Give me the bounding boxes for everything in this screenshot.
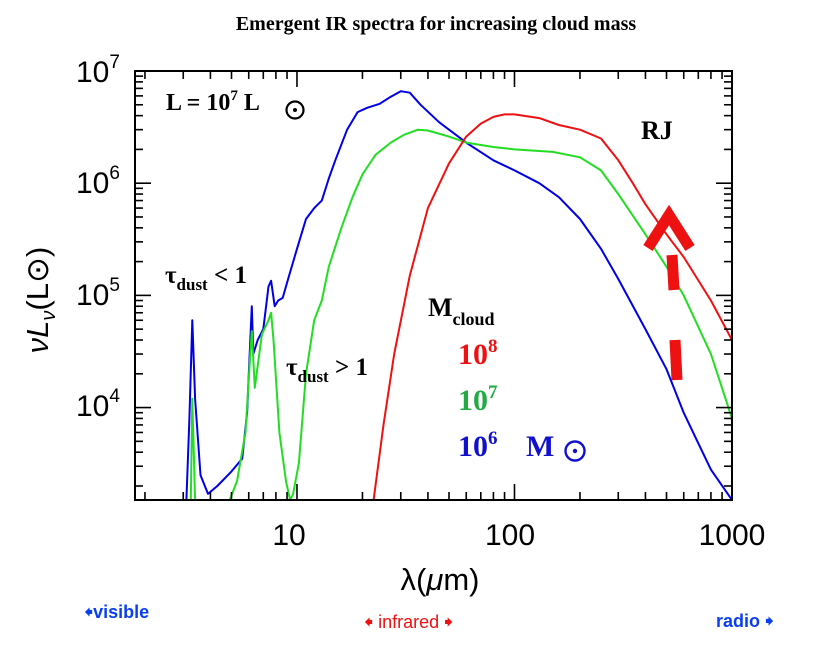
tau-thick-annotation: τdust > 1 [286,354,368,386]
series-group [185,90,732,500]
msun-sun-symbol [564,440,586,462]
svg-text:νLν(L⊙): νLν(L⊙) [20,247,60,354]
x-tick-label-10: 10 [272,519,305,552]
series-line-1e8-msun [372,113,732,500]
rj-arrow-dash-1 [666,254,680,291]
mass-label-1e6: 106 [458,428,498,463]
svg-text:🠸 infrared 🠺: 🠸 infrared 🠺 [364,612,453,632]
mass-label-1e8: 108 [458,336,498,371]
plot-frame [134,70,733,501]
chart-title: Emergent IR spectra for increasing cloud… [236,13,637,35]
band-visible-label: visible [93,602,149,622]
msun-label: M [526,430,554,463]
band-infrared: 🠸 infrared 🠺 [364,612,453,632]
rj-arrow [643,204,695,381]
mass-label-1e7: 107 [458,382,498,417]
band-infrared-label: infrared [378,612,439,632]
rj-arrow-dash-2 [669,339,683,381]
y-tick-labels: 107 106 105 104 [76,52,120,423]
luminosity-sun-symbol [285,100,305,120]
rj-arrow-head [643,204,695,251]
x-tick-labels: 10 100 1000 [272,519,765,552]
x-tick-label-100: 100 [485,519,535,552]
band-radio: radio 🠺 [716,611,774,631]
luminosity-annotation: L = 107 L [166,88,260,116]
tau-thin-annotation: τdust < 1 [165,262,247,294]
series-line-1e7-msun [189,128,732,500]
band-radio-label: radio [716,611,760,631]
band-visible: 🠸visible [84,602,149,622]
rj-annotation: RJ [641,116,673,145]
y-tick-label-1e7: 107 [76,52,120,89]
y-tick-label-1e6: 106 [76,163,120,200]
svg-text:🠸visible: 🠸visible [84,602,149,622]
y-tick-label-1e5: 105 [76,275,120,312]
axis-ticks [135,70,733,500]
x-axis-label: λ(μm) [401,562,480,597]
mcloud-label: Mcloud [428,293,495,329]
y-axis-label: νLν(L⊙) [20,247,60,354]
svg-text:radio 🠺: radio 🠺 [716,611,774,631]
x-tick-label-1000: 1000 [699,519,766,552]
y-tick-label-1e4: 104 [76,386,120,423]
